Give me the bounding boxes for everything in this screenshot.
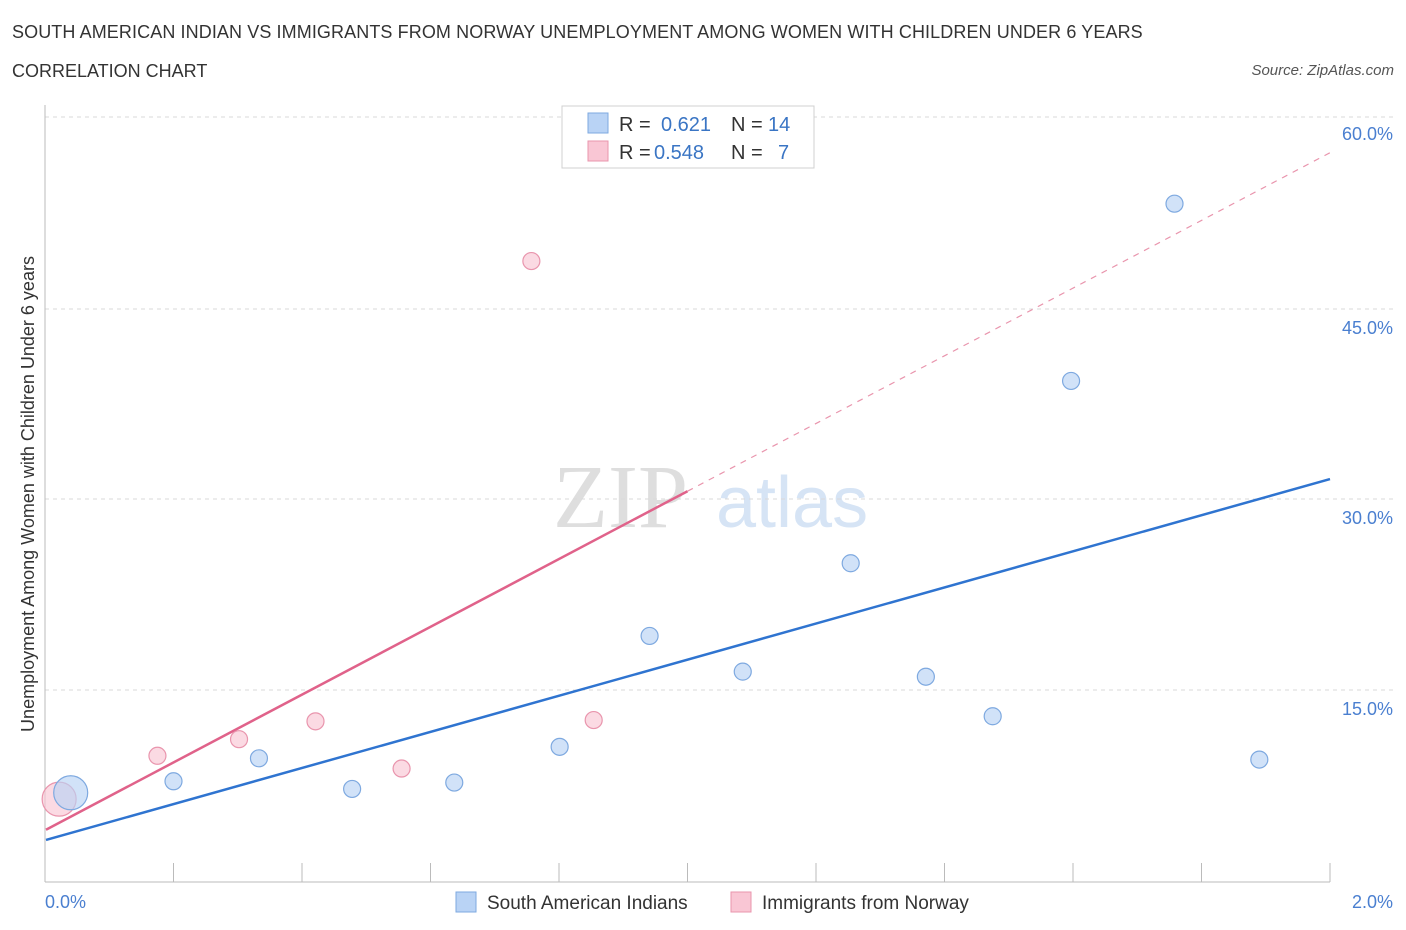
point-immigrants-from-norway-2	[229, 730, 249, 749]
chart-title: SOUTH AMERICAN INDIAN VS IMMIGRANTS FROM…	[12, 22, 1143, 42]
point-south-american-indians-5	[550, 737, 569, 756]
legend-r-label-1: R =	[619, 114, 651, 136]
legend-bottom: South American Indians Immigrants from N…	[455, 891, 969, 914]
legend-r-label-2: R =	[619, 142, 651, 164]
trend-line-immigrants-from-norway-extension	[687, 152, 1331, 492]
legend-n-label-1: N =	[731, 114, 763, 136]
point-immigrants-from-norway-3	[306, 712, 325, 731]
data-points	[41, 194, 1269, 817]
y-axis-title: Unemployment Among Women with Children U…	[18, 256, 38, 732]
y-tick-label-60: 60.0%	[1342, 124, 1393, 144]
x-tick-label-max: 2.0%	[1352, 892, 1393, 912]
point-south-american-indians-13	[1250, 750, 1269, 769]
legend-r-value-2: 0.548	[654, 142, 704, 164]
tick-labels: 15.0% 30.0% 45.0% 60.0% 0.0% 2.0%	[45, 124, 1393, 912]
bottom-legend-label-2: Immigrants from Norway	[762, 893, 969, 914]
trend-lines	[45, 152, 1331, 842]
trend-line-immigrants-from-norway	[45, 490, 689, 831]
chart-subtitle: CORRELATION CHART	[12, 61, 208, 81]
x-tick-label-min: 0.0%	[45, 892, 86, 912]
bottom-legend-swatch-blue	[455, 891, 477, 913]
point-south-american-indians-12	[1165, 194, 1184, 213]
legend-r-value-1: 0.621	[661, 114, 711, 136]
y-tick-label-15: 15.0%	[1342, 699, 1393, 719]
source-credit: Source: ZipAtlas.com	[1251, 62, 1394, 79]
point-immigrants-from-norway-1	[148, 746, 167, 765]
watermark-zip: ZIP	[553, 448, 688, 547]
point-south-american-indians-1	[164, 772, 183, 791]
legend-n-value-2: 7	[778, 142, 789, 164]
axes	[44, 105, 1331, 883]
point-south-american-indians-3	[343, 779, 362, 799]
bottom-legend-label-1: South American Indians	[487, 893, 688, 914]
point-south-american-indians-10	[983, 707, 1002, 726]
point-south-american-indians-6	[640, 626, 659, 646]
watermark-atlas: atlas	[716, 463, 868, 543]
point-immigrants-from-norway-4	[392, 759, 411, 778]
gridlines	[45, 116, 1395, 691]
point-south-american-indians-0	[53, 775, 89, 811]
point-immigrants-from-norway-5	[522, 251, 541, 271]
legend-n-value-1: 14	[768, 114, 790, 136]
point-immigrants-from-norway-6	[584, 710, 603, 730]
point-south-american-indians-2	[249, 749, 269, 768]
point-south-american-indians-4	[445, 773, 464, 792]
y-tick-label-30: 30.0%	[1342, 508, 1393, 528]
trend-line-south-american-indians	[45, 477, 1331, 842]
point-south-american-indians-11	[1061, 371, 1081, 391]
bottom-legend-swatch-pink	[730, 891, 752, 913]
legend-n-label-2: N =	[731, 142, 763, 164]
y-tick-label-45: 45.0%	[1342, 318, 1393, 338]
point-south-american-indians-8	[841, 554, 860, 573]
point-south-american-indians-7	[733, 662, 752, 681]
legend-top: R = 0.621 N = 14 R = 0.548 N = 7	[561, 105, 815, 169]
legend-swatch-blue	[587, 112, 609, 134]
point-south-american-indians-9	[916, 667, 935, 686]
legend-swatch-pink	[587, 140, 609, 162]
